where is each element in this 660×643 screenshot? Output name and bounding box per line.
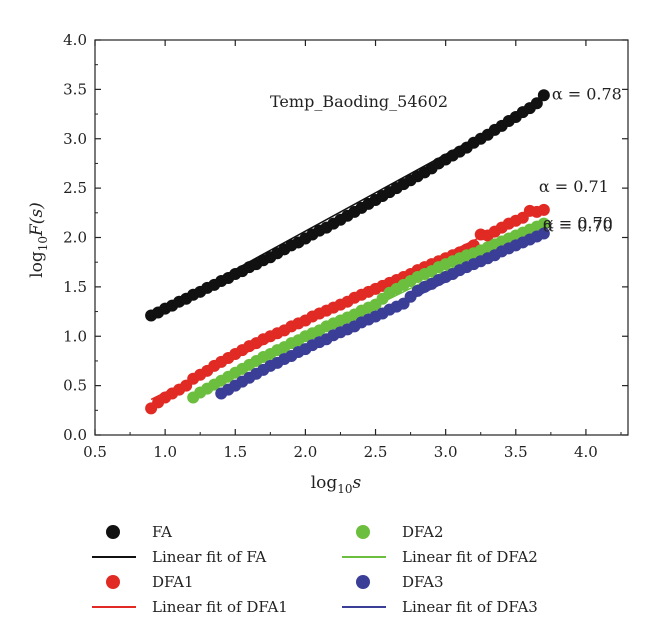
legend-item-dfa2-fit: Linear fit of DFA2 (338, 545, 538, 569)
legend-label-dfa2-fit: Linear fit of DFA2 (402, 548, 538, 566)
legend-item-dfa1-fit: Linear fit of DFA1 (88, 595, 288, 619)
x-tick-label: 4.0 (574, 443, 598, 461)
legend-line-dfa1 (88, 597, 140, 617)
legend-item-fa: FA (88, 520, 172, 544)
legend-label-dfa1: DFA1 (152, 573, 194, 591)
legend-label-dfa2: DFA2 (402, 523, 444, 541)
legend-marker-dfa2 (338, 522, 390, 542)
x-tick-label: 1.5 (223, 443, 247, 461)
y-axis-title: log10F(s) (27, 202, 50, 278)
legend-label-fa-fit: Linear fit of FA (152, 548, 267, 566)
legend-item-dfa3: DFA3 (338, 570, 444, 594)
legend-marker-fa (88, 522, 140, 542)
legend-item-dfa1: DFA1 (88, 570, 194, 594)
series-fa (145, 89, 550, 322)
point-dfa3 (537, 227, 550, 240)
series-dfa2 (187, 217, 550, 404)
chart: 0.5 1.0 1.5 2.0 2.5 3.0 3.5 4.0 0.00.51.01.52.0… (27, 31, 629, 496)
legend-line-fa (88, 547, 140, 567)
alpha-label-dfa2: α = 0.70 (543, 214, 613, 233)
legend-marker-dfa3 (338, 572, 390, 592)
x-tick-label: 1.0 (153, 443, 177, 461)
y-tick-label: 4.0 (63, 31, 87, 49)
point-dfa1 (537, 203, 550, 216)
y-tick-label: 3.5 (63, 80, 87, 98)
alpha-label-fa: α = 0.78 (552, 84, 622, 103)
y-tick-label: 1.5 (63, 278, 87, 296)
legend-item-dfa3-fit: Linear fit of DFA3 (338, 595, 538, 619)
y-tick-label: 2.5 (63, 179, 87, 197)
x-tick-label: 0.5 (83, 443, 107, 461)
legend-item-dfa2: DFA2 (338, 520, 444, 544)
x-axis-title: log10s (311, 473, 362, 496)
y-tick-label: 1.0 (63, 327, 87, 345)
x-tick-label: 2.5 (364, 443, 388, 461)
alpha-label-dfa3: α = 0.70 (543, 217, 613, 236)
legend-label-fa: FA (152, 523, 172, 541)
x-tick-label: 3.0 (434, 443, 458, 461)
alpha-labels: α = 0.78α = 0.71α = 0.70α = 0.70 (539, 84, 622, 235)
x-axis-ticks: 0.5 1.0 1.5 2.0 2.5 3.0 3.5 4.0 (83, 40, 622, 461)
y-tick-label: 0.5 (63, 377, 87, 395)
chart-title: Temp_Baoding_54602 (270, 92, 448, 111)
y-tick-label: 3.0 (63, 130, 87, 148)
y-axis-ticks: 0.0 0.5 1.0 1.5 2.0 2.5 3.0 3.5 4.0 (63, 31, 628, 444)
legend-line-dfa2 (338, 547, 390, 567)
legend-label-dfa1-fit: Linear fit of DFA1 (152, 598, 288, 616)
alpha-label-dfa1: α = 0.71 (539, 177, 609, 196)
legend: FA Linear fit of FA DFA1 Linear fit of D… (0, 510, 660, 635)
y-tick-label: 2.0 (63, 229, 87, 247)
point-fa (530, 97, 543, 110)
point-dfa2 (537, 217, 550, 230)
point-fa (537, 89, 550, 102)
series-dfa3 (215, 227, 550, 400)
x-tick-label: 2.0 (293, 443, 317, 461)
legend-label-dfa3: DFA3 (402, 573, 444, 591)
legend-item-fa-fit: Linear fit of FA (88, 545, 266, 569)
data-points (145, 89, 550, 415)
legend-marker-dfa1 (88, 572, 140, 592)
y-tick-label: 0.0 (63, 426, 87, 444)
legend-label-dfa3-fit: Linear fit of DFA3 (402, 598, 538, 616)
legend-line-dfa3 (338, 597, 390, 617)
x-tick-label: 3.5 (504, 443, 528, 461)
